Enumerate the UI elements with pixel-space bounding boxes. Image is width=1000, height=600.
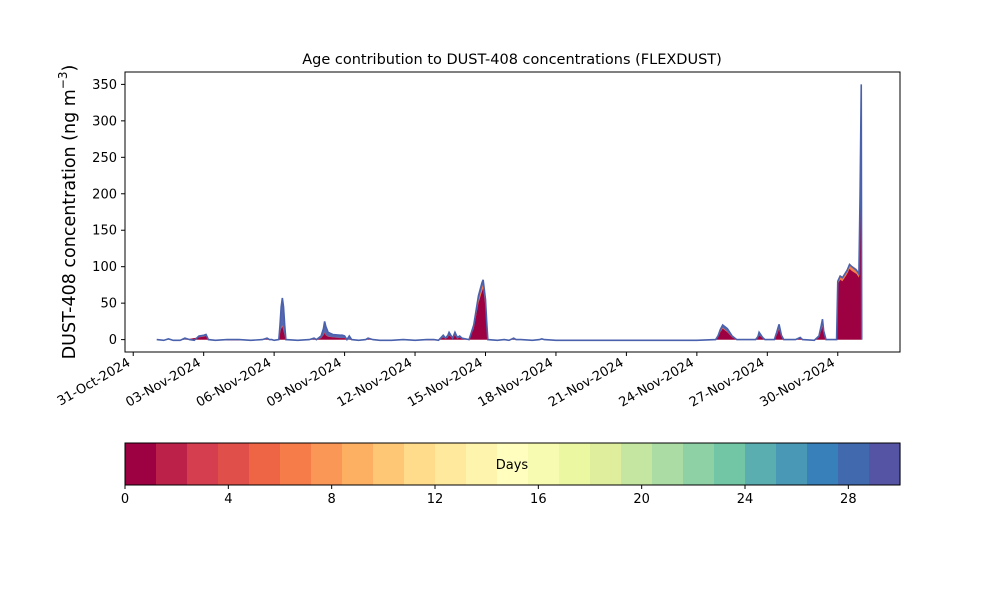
- plot-area: [156, 84, 863, 342]
- x-axis: 31-Oct-202403-Nov-202406-Nov-202409-Nov-…: [55, 352, 839, 410]
- y-tick-label: 0: [109, 333, 117, 348]
- colorbar-segment: [342, 443, 374, 485]
- colorbar-segment: [497, 443, 529, 485]
- colorbar-segment: [869, 443, 901, 485]
- y-axis-label: DUST-408 concentration (ng m−3): [56, 65, 80, 360]
- y-tick-label: 300: [92, 114, 117, 129]
- y-tick-label: 50: [100, 297, 117, 312]
- x-tick-label: 15-Nov-2024: [405, 355, 485, 410]
- colorbar-segment: [156, 443, 188, 485]
- colorbar-tick-label: 8: [328, 492, 336, 507]
- area-total: [156, 84, 862, 341]
- x-tick-label: 18-Nov-2024: [476, 355, 556, 410]
- colorbar-frame: [124, 442, 901, 486]
- y-tick-label: 150: [92, 224, 117, 239]
- svg-text:DUST-408 concentration (ng m−3: DUST-408 concentration (ng m−3): [56, 65, 80, 360]
- colorbar-segment: [621, 443, 653, 485]
- y-tick-label: 200: [92, 187, 117, 202]
- x-tick-label: 27-Nov-2024: [687, 355, 767, 410]
- colorbar-tick-label: 0: [121, 492, 129, 507]
- colorbar-tick-label: 4: [224, 492, 232, 507]
- colorbar-segment: [559, 443, 591, 485]
- x-tick-label: 06-Nov-2024: [194, 355, 274, 410]
- colorbar-segment: [838, 443, 870, 485]
- colorbar-segment: [528, 443, 560, 485]
- x-tick-label: 09-Nov-2024: [264, 355, 344, 410]
- colorbar: [125, 443, 901, 485]
- x-tick-label: 24-Nov-2024: [617, 355, 697, 410]
- colorbar-segment: [776, 443, 808, 485]
- area-intermediate: [156, 133, 862, 341]
- colorbar-segment: [714, 443, 746, 485]
- chart-title: Age contribution to DUST-408 concentrati…: [302, 52, 722, 68]
- colorbar-segment: [404, 443, 436, 485]
- plot-frame: [124, 71, 901, 353]
- colorbar-label: Days: [496, 458, 529, 473]
- colorbar-segment: [807, 443, 839, 485]
- colorbar-segment: [745, 443, 777, 485]
- colorbar-segment: [466, 443, 498, 485]
- y-tick-label: 250: [92, 151, 117, 166]
- colorbar-segment: [590, 443, 622, 485]
- x-tick-label: 12-Nov-2024: [335, 355, 415, 410]
- x-tick-label: 21-Nov-2024: [546, 355, 626, 410]
- colorbar-tick-label: 16: [530, 492, 547, 507]
- y-axis-label-exponent: −3: [56, 71, 70, 89]
- colorbar-tick-label: 28: [840, 492, 857, 507]
- colorbar-segment: [652, 443, 684, 485]
- x-tick-label: 03-Nov-2024: [123, 355, 203, 410]
- colorbar-tick-label: 12: [427, 492, 444, 507]
- colorbar-segment: [311, 443, 343, 485]
- colorbar-segment: [125, 443, 157, 485]
- colorbar-segment: [435, 443, 467, 485]
- colorbar-segment: [683, 443, 715, 485]
- colorbar-segment: [187, 443, 219, 485]
- y-axis: 0 50 100 150 200 250 300 350: [92, 78, 125, 348]
- colorbar-tick-label: 24: [737, 492, 754, 507]
- colorbar-axis: 0 4 8 12 16 20 24 28: [121, 485, 857, 507]
- colorbar-segment: [280, 443, 312, 485]
- colorbar-tick-label: 20: [633, 492, 650, 507]
- y-tick-label: 350: [92, 78, 117, 93]
- area-youngest: [156, 148, 862, 341]
- y-axis-label-tail: ): [60, 65, 80, 72]
- x-tick-label: 30-Nov-2024: [757, 355, 837, 410]
- colorbar-segment: [218, 443, 250, 485]
- colorbar-segment: [249, 443, 281, 485]
- colorbar-segment: [373, 443, 405, 485]
- x-tick-label: 31-Oct-2024: [55, 355, 133, 409]
- y-tick-label: 100: [92, 260, 117, 275]
- y-axis-label-main: DUST-408 concentration (ng m: [60, 89, 80, 359]
- line-total: [156, 84, 863, 342]
